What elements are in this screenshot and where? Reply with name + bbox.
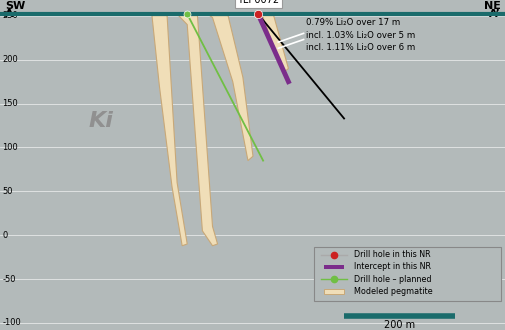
Text: 0.79% Li₂O over 17 m
incl. 1.03% Li₂O over 5 m
incl. 1.11% Li₂O over 6 m: 0.79% Li₂O over 17 m incl. 1.03% Li₂O ov… xyxy=(306,18,415,52)
Polygon shape xyxy=(252,14,288,73)
Text: Drill hole in this NR: Drill hole in this NR xyxy=(354,250,430,259)
Text: 150: 150 xyxy=(3,99,18,108)
Text: NE: NE xyxy=(483,1,500,11)
Text: -100: -100 xyxy=(3,318,21,327)
Text: A’: A’ xyxy=(488,9,500,19)
Text: Intercept in this NR: Intercept in this NR xyxy=(354,262,430,271)
Text: 200 m: 200 m xyxy=(383,320,415,330)
Text: 0: 0 xyxy=(3,231,8,240)
Polygon shape xyxy=(152,14,187,246)
Text: Ki: Ki xyxy=(88,111,114,131)
Text: -50: -50 xyxy=(3,275,16,283)
Text: SW: SW xyxy=(5,1,25,11)
FancyBboxPatch shape xyxy=(323,289,343,294)
Text: A: A xyxy=(5,9,14,19)
FancyBboxPatch shape xyxy=(313,247,500,301)
Polygon shape xyxy=(207,14,252,161)
Text: Modeled pegmatite: Modeled pegmatite xyxy=(354,287,432,296)
Text: 250: 250 xyxy=(3,11,18,20)
Polygon shape xyxy=(177,14,217,246)
Bar xyxy=(323,265,343,269)
Text: Drill hole – planned: Drill hole – planned xyxy=(354,275,431,283)
Text: 200: 200 xyxy=(3,55,18,64)
Text: 100: 100 xyxy=(3,143,18,152)
Text: YLP0072: YLP0072 xyxy=(236,0,279,5)
Text: 50: 50 xyxy=(3,187,13,196)
